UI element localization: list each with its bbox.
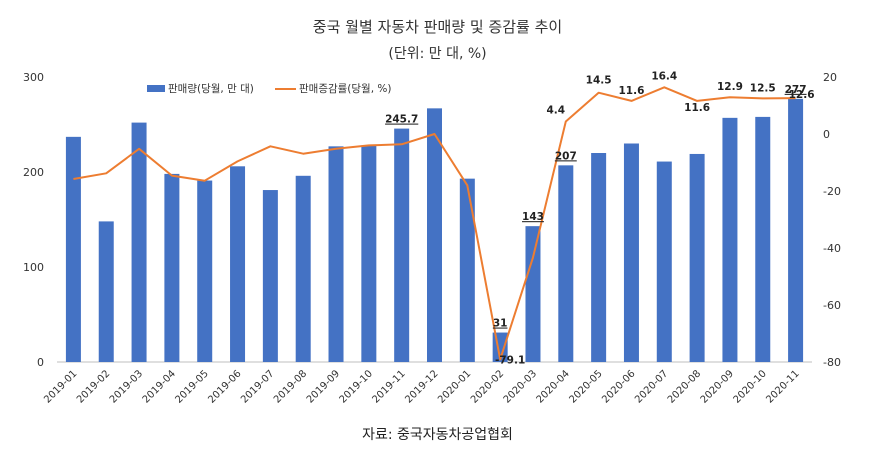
x-tick-label: 2019-02 (75, 368, 112, 405)
x-tick-label: 2020-05 (567, 368, 604, 405)
bar (722, 117, 738, 362)
bar-value-label: 245.7 (385, 114, 418, 126)
bar (361, 145, 377, 362)
y-right-tick-label: 0 (823, 128, 830, 141)
y-right-tick-label: -20 (823, 185, 841, 198)
bar-value-label: 277 (785, 84, 807, 96)
source-note: 자료: 중국자동차공업협회 (362, 427, 513, 443)
chart-unit-subtitle: (단위: 만 대, %) (388, 46, 487, 62)
bar (689, 153, 705, 362)
line-value-label: 11.6 (684, 102, 710, 114)
line-value-label: -79.1 (495, 354, 525, 366)
bar (525, 226, 541, 362)
x-tick-label: 2019-09 (305, 368, 342, 405)
x-tick-label: 2020-01 (436, 368, 473, 405)
bar (131, 122, 147, 362)
bar (591, 153, 607, 362)
x-tick-label: 2020-02 (469, 368, 506, 405)
line-value-label: 14.5 (586, 75, 612, 87)
bar (558, 165, 574, 362)
bar (459, 178, 475, 362)
bar (394, 128, 410, 362)
bar (164, 173, 180, 362)
x-tick-label: 2019-01 (42, 368, 79, 405)
legend-bar-swatch (147, 85, 165, 92)
chart-title: 중국 월별 자동차 판매량 및 증감률 추이 (312, 18, 563, 36)
x-tick-label: 2019-11 (370, 368, 407, 405)
bar (197, 180, 213, 362)
x-tick-label: 2020-07 (633, 368, 670, 405)
y-left-tick-label: 100 (23, 261, 44, 274)
line-value-label: 11.6 (618, 85, 644, 97)
x-tick-label: 2019-07 (239, 368, 276, 405)
line-value-label: 4.4 (546, 104, 565, 116)
x-tick-label: 2020-08 (666, 368, 703, 405)
bar-value-label: 207 (555, 150, 577, 162)
bar (328, 146, 344, 362)
y-right-tick-label: 20 (823, 71, 837, 84)
bar (230, 166, 246, 362)
bar-value-label: 31 (493, 318, 508, 330)
x-tick-label: 2020-11 (764, 368, 801, 405)
x-tick-label: 2019-05 (174, 368, 211, 405)
y-right-tick-label: -60 (823, 299, 841, 312)
x-tick-label: 2019-04 (141, 368, 178, 405)
x-tick-label: 2020-09 (699, 368, 736, 405)
bar (755, 116, 771, 363)
y-right-tick-label: -80 (823, 356, 841, 369)
x-tick-label: 2019-03 (108, 368, 145, 405)
legend-bar-label: 판매량(당월, 만 대) (168, 83, 254, 95)
y-left-tick-label: 0 (37, 356, 44, 369)
line-value-label: 12.5 (750, 82, 776, 94)
x-tick-label: 2020-04 (535, 368, 572, 405)
growth-rate-line (73, 86, 796, 361)
x-tick-label: 2019-08 (272, 368, 309, 405)
line-value-label: 12.6 (789, 89, 815, 101)
line-value-label: 16.4 (651, 70, 677, 82)
x-tick-label: 2019-06 (206, 368, 243, 405)
bar (623, 143, 639, 362)
x-tick-label: 2019-12 (403, 368, 440, 405)
bar (295, 175, 311, 362)
line-value-label: 12.9 (717, 81, 743, 93)
y-left-tick-label: 300 (23, 71, 44, 84)
bar-value-label: 143 (522, 211, 544, 223)
bar (656, 161, 672, 362)
bar (788, 98, 804, 362)
bar (65, 136, 81, 362)
y-left-tick-label: 200 (23, 166, 44, 179)
legend-line-label: 판매증감률(당월, %) (299, 83, 391, 95)
y-right-tick-label: -40 (823, 242, 841, 255)
bar (262, 190, 278, 362)
x-tick-label: 2020-10 (732, 368, 769, 405)
x-tick-label: 2020-06 (600, 368, 637, 405)
bar (427, 108, 442, 362)
x-tick-label: 2020-03 (502, 368, 539, 405)
x-tick-label: 2019-10 (338, 368, 375, 405)
bar (98, 221, 114, 362)
